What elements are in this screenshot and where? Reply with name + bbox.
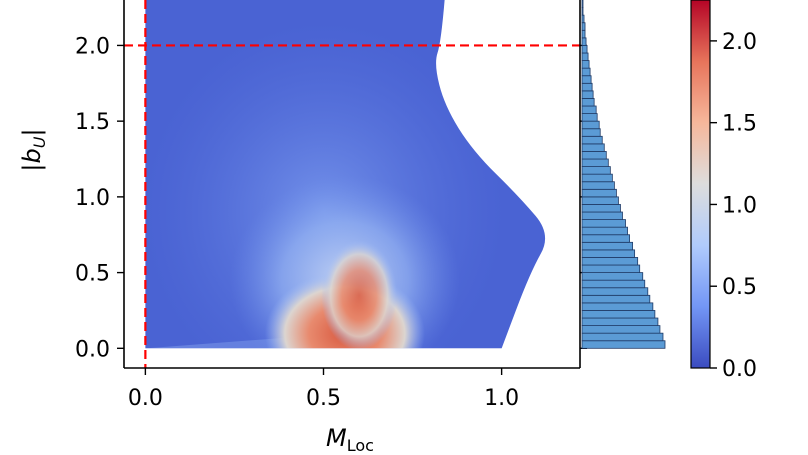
- histogram-bar: [581, 173, 613, 183]
- y-axis-label: |bU|: [18, 128, 49, 171]
- histogram-bar: [581, 234, 630, 243]
- x-label-main: M: [326, 424, 347, 452]
- histogram-bar: [581, 52, 589, 61]
- histogram-bar: [581, 128, 601, 137]
- histogram-bar: [581, 166, 611, 175]
- colorbar-ticks: 0.0 0.5 1.0 1.5 2.0: [710, 30, 757, 382]
- histogram-bar: [581, 204, 621, 213]
- histogram-bar: [581, 287, 649, 296]
- histogram-bar: [581, 158, 609, 167]
- y-tick-label: 1.0: [75, 186, 110, 211]
- histogram-bar: [581, 317, 659, 326]
- y-label-var: b: [18, 148, 46, 163]
- x-tick-label: 1.0: [484, 386, 519, 411]
- histogram-bar: [581, 135, 603, 145]
- colorbar-tick-label: 0.5: [722, 275, 757, 300]
- density-core-top: [321, 240, 398, 349]
- y-tick-label: 1.5: [75, 110, 110, 135]
- y-tick-label: 0.5: [75, 262, 110, 287]
- histogram-bar: [581, 90, 594, 99]
- density-fill: [124, 0, 580, 368]
- histogram-bar: [581, 29, 586, 39]
- histogram-bar: [581, 14, 585, 24]
- histogram-bar: [581, 332, 664, 342]
- histogram-bar: [581, 257, 639, 266]
- x-axis-label: MLoc: [326, 424, 374, 455]
- histogram-bar: [581, 45, 588, 54]
- histogram-bar: [581, 151, 607, 160]
- main-heatmap-plot: 0.0 0.5 1.00.00.51.01.52.0 MLoc |bU|: [18, 0, 587, 455]
- y-label-sub: U: [30, 136, 49, 148]
- colorbar-tick-label: 2.0: [722, 30, 757, 55]
- histogram-bar: [581, 219, 626, 228]
- colorbar-tick-label: 1.5: [722, 112, 757, 137]
- x-label-sub: Loc: [347, 436, 374, 455]
- histogram-bar: [581, 0, 584, 8]
- main-ticks: 0.0 0.5 1.0 0.0 0.5 1.0 1.5 2.0: [75, 34, 587, 411]
- histogram-bar: [581, 241, 634, 251]
- histogram-bar: [581, 188, 617, 198]
- x-tick-label: 0.0: [128, 386, 163, 411]
- histogram-bar: [581, 249, 636, 258]
- histogram-bar: [581, 226, 628, 236]
- density-region: [124, 0, 580, 368]
- histogram-bar: [581, 302, 654, 311]
- reference-lines: [124, 0, 580, 368]
- histogram-bar: [581, 37, 587, 46]
- y-label-main: |: [18, 163, 46, 171]
- marginal-histogram: [581, 0, 666, 349]
- histogram-bar: [581, 105, 597, 114]
- histogram-bar: [581, 22, 586, 31]
- histogram-bar: [581, 272, 644, 281]
- y-tick-label: 0.0: [75, 337, 110, 362]
- histogram-bar: [581, 143, 605, 152]
- histogram-bar: [581, 120, 600, 130]
- histogram-bar: [581, 67, 591, 77]
- x-tick-label: 0.5: [306, 386, 341, 411]
- histogram-bar: [581, 181, 615, 190]
- histogram-bar: [581, 279, 646, 289]
- colorbar: 0.0 0.5 1.0 1.5 2.0: [690, 0, 757, 382]
- histogram-bar: [581, 264, 641, 273]
- histogram-bar: [581, 340, 666, 349]
- histogram-bar: [581, 7, 584, 16]
- histogram-bar: [581, 211, 623, 220]
- colorbar-tick-label: 0.0: [722, 357, 757, 382]
- main-axes: [123, 0, 581, 369]
- colorbar-gradient: [690, 0, 711, 369]
- histogram-bar: [581, 75, 592, 84]
- y-label-suffix: |: [18, 128, 46, 136]
- histogram-bar: [581, 98, 595, 107]
- y-tick-label: 2.0: [75, 34, 110, 59]
- histogram-bar: [581, 82, 593, 92]
- histogram-bar: [581, 310, 656, 319]
- histogram-bar: [581, 113, 598, 122]
- histogram-bar: [581, 294, 651, 304]
- histogram-bar: [581, 196, 619, 205]
- histogram-bar: [581, 325, 661, 334]
- colorbar-tick-label: 1.0: [722, 193, 757, 218]
- histogram-bar: [581, 60, 590, 69]
- density-below-zero: [124, 348, 580, 368]
